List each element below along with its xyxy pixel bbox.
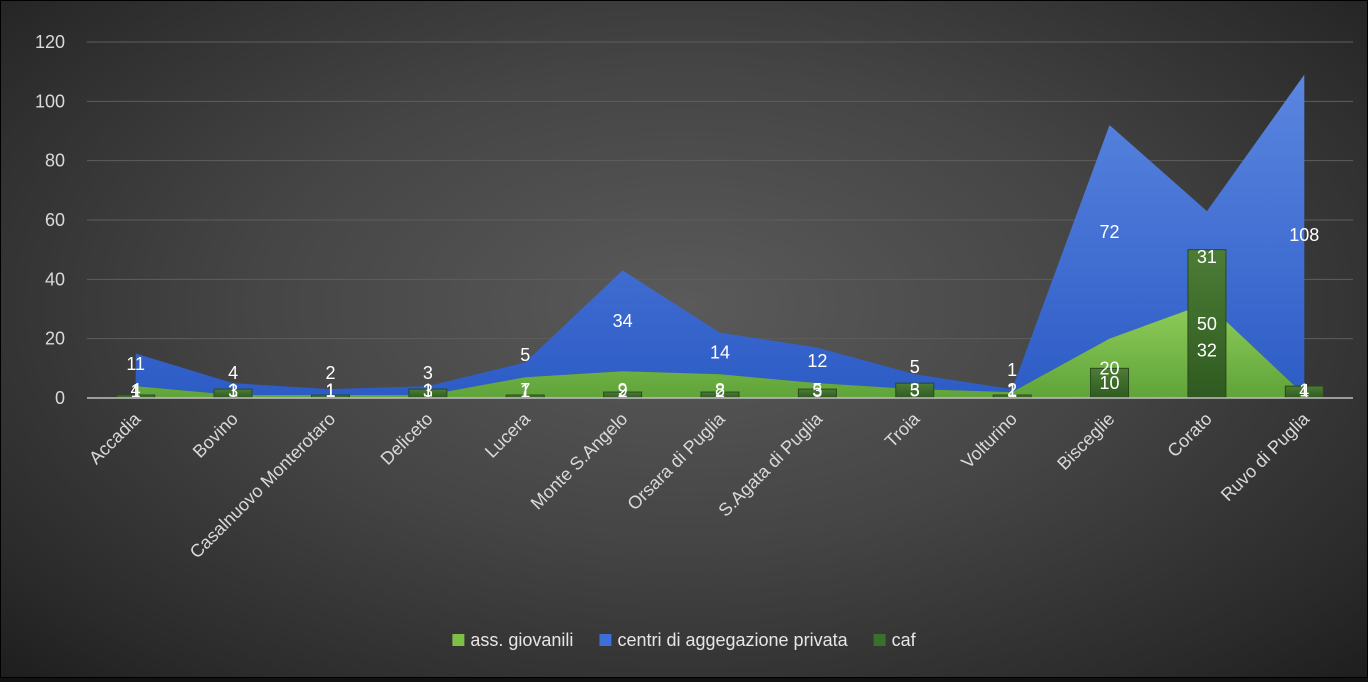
- data-label-centri-di-aggegazione-privata: 72: [1100, 222, 1120, 242]
- x-tick-label-ruvo-di-puglia: Ruvo di Puglia: [1217, 408, 1314, 505]
- data-label-ass-giovanili: 1: [1299, 381, 1309, 401]
- data-label-caf: 2: [715, 381, 725, 401]
- data-label-centri-di-aggegazione-privata: 5: [520, 345, 530, 365]
- data-label-ass-giovanili: 4: [131, 380, 141, 400]
- data-label-ass-giovanili: 32: [1197, 341, 1217, 361]
- data-label-ass-giovanili: 2: [1007, 380, 1017, 400]
- data-label-ass-giovanili: 3: [910, 380, 920, 400]
- data-label-centri-di-aggegazione-privata: 34: [613, 311, 633, 331]
- data-label-caf: 2: [618, 381, 628, 401]
- x-tick-label-bisceglie: Bisceglie: [1053, 409, 1118, 474]
- data-label-caf: 1: [1007, 381, 1017, 401]
- legend-swatch-centri-di-aggegazione-privata: [599, 634, 612, 646]
- data-label-ass-giovanili: 9: [618, 380, 628, 400]
- legend-label-centri-di-aggegazione-privata: centri di aggegazione privata: [617, 630, 848, 650]
- x-tick-label-volturino: Volturino: [957, 409, 1021, 473]
- bar-caf-corato: [1187, 249, 1227, 399]
- y-tick-label: 120: [35, 32, 65, 52]
- x-tick-label-bovino: Bovino: [189, 409, 242, 462]
- x-tick-label-orsara-di-puglia: Orsara di Puglia: [623, 408, 729, 514]
- data-label-centri-di-aggegazione-privata: 12: [807, 351, 827, 371]
- data-label-caf: 50: [1197, 314, 1217, 334]
- y-tick-label: 80: [45, 151, 65, 171]
- data-label-ass-giovanili: 8: [715, 380, 725, 400]
- data-label-centri-di-aggegazione-privata: 11: [126, 354, 145, 374]
- x-tick-label-lucera: Lucera: [481, 408, 535, 462]
- x-tick-label-troia: Troia: [881, 408, 924, 451]
- data-label-centri-di-aggegazione-privata: 5: [910, 357, 920, 377]
- data-label-caf: 1: [325, 381, 335, 401]
- data-label-caf: 1: [131, 381, 141, 401]
- data-label-centri-di-aggegazione-privata: 14: [710, 342, 730, 362]
- area-centri-di-aggegazione-privata: [135, 74, 1305, 396]
- data-label-caf: 5: [910, 381, 920, 401]
- y-axis-ticks: 0 20 40 60 80 100 120: [35, 32, 65, 408]
- y-tick-label: 100: [35, 91, 65, 111]
- data-label-caf: 4: [1299, 381, 1309, 401]
- y-tick-label: 0: [55, 388, 65, 408]
- y-tick-label: 20: [45, 329, 65, 349]
- x-tick-label-accadia: Accadia: [85, 408, 145, 468]
- legend-label-caf: caf: [892, 630, 917, 650]
- data-label-ass-giovanili: 20: [1100, 358, 1120, 378]
- data-label-caf: 1: [520, 381, 530, 401]
- data-label-centri-di-aggegazione-privata: 3: [423, 363, 433, 383]
- x-tick-label-deliceto: Deliceto: [377, 409, 437, 469]
- legend-swatch-caf: [873, 634, 886, 646]
- data-label-caf: 10: [1100, 373, 1120, 393]
- data-label-ass-giovanili: 1: [325, 381, 335, 401]
- data-label-centri-di-aggegazione-privata: 31: [1197, 247, 1217, 267]
- x-tick-label-monte-s-angelo: Monte S.Angelo: [527, 409, 632, 514]
- x-tick-label-s-agata-di-puglia: S.Agata di Puglia: [714, 408, 826, 520]
- y-tick-label: 60: [45, 210, 65, 230]
- data-label-caf: 3: [228, 381, 238, 401]
- data-label-ass-giovanili: 5: [812, 380, 822, 400]
- data-label-centri-di-aggegazione-privata: 1: [1007, 360, 1017, 380]
- x-tick-label-corato: Corato: [1163, 409, 1215, 461]
- legend-swatch-ass-giovanili: [452, 634, 465, 646]
- data-label-centri-di-aggegazione-privata: 108: [1289, 225, 1319, 245]
- data-label-caf: 3: [812, 381, 822, 401]
- data-label-ass-giovanili: 1: [423, 381, 433, 401]
- data-label-centri-di-aggegazione-privata: 2: [325, 363, 335, 383]
- legend: ass. giovanili centri di aggegazione priv…: [452, 630, 917, 650]
- data-label-ass-giovanili: 7: [520, 380, 530, 400]
- column-series: [116, 249, 1324, 399]
- data-label-centri-di-aggegazione-privata: 4: [228, 363, 238, 383]
- data-label-caf: 3: [423, 381, 433, 401]
- data-label-ass-giovanili: 1: [228, 381, 238, 401]
- legend-label-ass-giovanili: ass. giovanili: [470, 630, 573, 650]
- y-tick-label: 40: [45, 269, 65, 289]
